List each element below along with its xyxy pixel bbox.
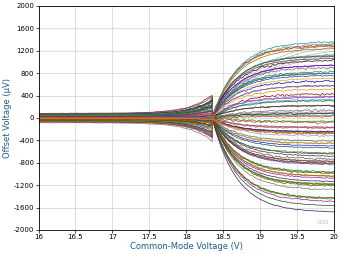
X-axis label: Common-Mode Voltage (V): Common-Mode Voltage (V) bbox=[130, 242, 243, 250]
Text: C002: C002 bbox=[317, 220, 330, 226]
Y-axis label: Offset Voltage (µV): Offset Voltage (µV) bbox=[3, 78, 12, 158]
